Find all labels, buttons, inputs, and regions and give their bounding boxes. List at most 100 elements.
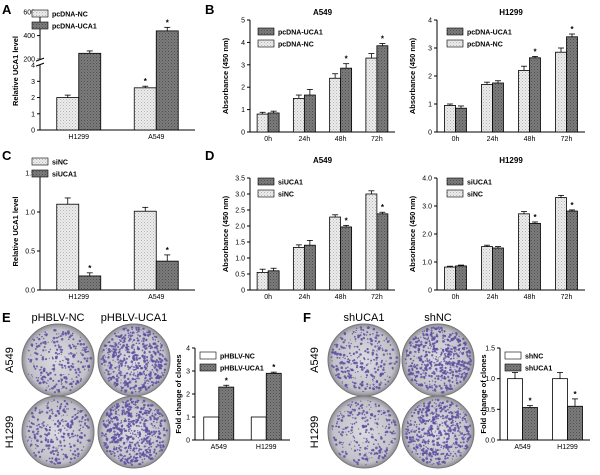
colony-dot [142,337,146,341]
colony-dot [442,331,444,333]
colony-dot [429,342,431,345]
colony-dot [154,339,157,341]
colony-dot [364,417,366,419]
colony-dot [51,449,55,453]
colony-dot [66,429,68,431]
colony-dot [143,355,146,358]
colony-dot [124,458,127,461]
colony-dot [405,362,408,365]
colony-dot [354,340,357,342]
colony-dot [423,432,426,435]
colony-dot [155,427,157,429]
colony-dot [41,422,44,425]
colony-dot [351,413,354,416]
colony-dot [124,364,127,367]
colony-dot [127,383,129,385]
colony-dot [152,420,155,423]
colony-dot [435,385,438,388]
colony-dot [138,435,141,438]
colony-dot [434,327,438,331]
colony-dot [346,369,349,373]
colony-dot [353,437,356,439]
colony-dot [52,357,54,360]
bar [56,203,80,291]
colony-dot [126,441,128,443]
colony-dot [137,326,140,329]
colony-dot [124,419,127,423]
colony-dot [388,423,390,426]
colony-dot [390,441,393,444]
colony-dot [104,425,108,429]
colony-dot [136,375,139,378]
colony-dot [144,434,147,437]
colony-dot [350,403,353,406]
colony-dot [85,359,89,363]
colony-dot [435,457,437,460]
bar [133,87,157,131]
colony-dot [463,367,466,370]
colony-dot [393,432,396,435]
colony-dot [80,431,83,435]
colony-dot [438,330,440,333]
colony-dot [142,399,146,403]
y-axis-title: Absorbance (450 nm) [221,37,230,114]
colony-dot [147,420,149,422]
colony-dish [97,395,171,469]
colony-dot [67,408,69,410]
colony-dot [100,362,104,366]
colony-dot [366,383,369,386]
colony-dot [340,346,343,349]
colony-dot [62,385,65,389]
colony-dot [133,338,136,342]
colony-dot [155,354,157,356]
colony-dot [437,404,441,407]
colony-dot [37,337,41,341]
colony-dot [445,347,448,351]
colony-dot [121,424,123,427]
colony-dot [135,452,139,455]
colony-dot [71,352,73,355]
colony-dot [148,439,151,442]
colony-dot [366,455,368,457]
colony-dot [422,447,425,451]
colony-dot [160,354,162,356]
colony-dot [160,413,162,415]
colony-dot [146,334,150,337]
colony-dot [107,351,109,354]
colony-dot [444,338,446,341]
colony-dot [108,379,111,382]
bar [567,405,583,441]
colony-dot [142,451,145,453]
colony-dot [31,415,35,418]
colony-dot [70,432,74,436]
colony-dot [344,411,346,413]
colony-dot [165,429,168,432]
colony-dot [430,430,433,432]
colony-dot [77,455,79,458]
colony-dot [133,448,135,450]
colony-dot [341,443,343,446]
colony-dot [455,455,457,457]
colony-dot [135,342,138,345]
colony-dot [33,365,36,368]
colony-dot [466,355,469,358]
colony-dot [68,335,71,339]
colony-dot [113,354,116,358]
colony-dot [118,434,121,437]
colony-dot [340,337,344,341]
colony-dot [83,368,86,371]
colony-dot [361,416,364,420]
colony-dot [411,451,414,453]
colony-dot [161,355,163,357]
colony-dot [386,375,388,377]
colony-dot [347,404,349,407]
colony-dot [113,427,116,429]
colony-dot [52,379,55,382]
colony-dot [148,331,152,334]
colony-dot [417,337,420,340]
colony-dot [436,370,438,372]
colony-dot [79,424,82,427]
colony-dot [438,426,440,428]
colony-dot [57,401,59,404]
colony-dot [157,360,160,364]
